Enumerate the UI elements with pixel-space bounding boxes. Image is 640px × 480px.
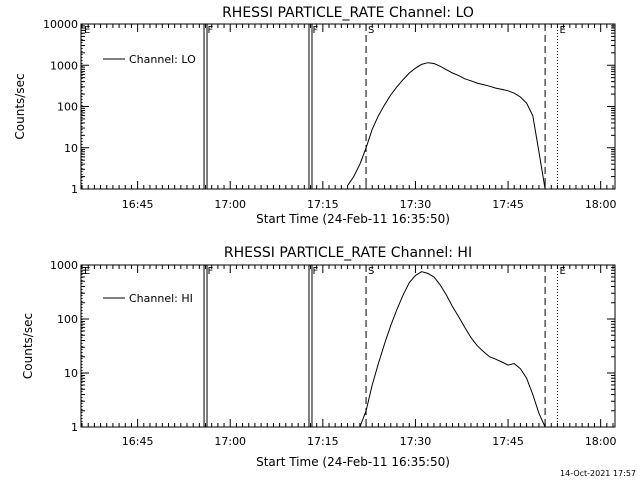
y-axis-label: Counts/sec	[13, 73, 27, 139]
x-tick-label: 17:45	[492, 198, 524, 211]
x-tick-label: 17:30	[400, 198, 432, 211]
marker-label: F	[312, 25, 318, 36]
x-tick-label: 17:15	[307, 435, 339, 448]
marker-label: E	[559, 266, 565, 277]
marker-label: E	[84, 266, 90, 277]
y-axis-label: Counts/sec	[21, 313, 35, 379]
x-tick-label: 17:45	[492, 435, 524, 448]
lo-channel-panel: RHESSI PARTICLE_RATE Channel: LO 1 10 100 10…	[13, 5, 617, 226]
x-tick-label: 17:00	[214, 198, 246, 211]
marker-label: E	[84, 25, 90, 36]
marker-label: E	[559, 25, 565, 36]
y-tick-label: 1000	[50, 59, 78, 72]
series-line	[359, 271, 546, 428]
marker-label: F	[208, 266, 214, 277]
hi-channel-panel: RHESSI PARTICLE_RATE Channel: HI 1 10 100 10…	[21, 245, 617, 469]
chart-title: RHESSI PARTICLE_RATE Channel: LO	[222, 5, 474, 21]
marker-label: S	[368, 266, 374, 277]
y-tick-label: 10000	[43, 18, 78, 31]
plot-frame	[80, 264, 616, 428]
x-tick-label: 17:00	[214, 435, 246, 448]
footer-timestamp: 14-Oct-2021 17:57	[560, 469, 636, 478]
y-tick-label: 1	[71, 183, 78, 196]
x-tick-label: 18:00	[585, 198, 617, 211]
x-tick-label: 17:30	[400, 435, 432, 448]
marker-label: F	[208, 25, 214, 36]
marker-label: S	[368, 25, 374, 36]
plot-frame	[80, 23, 616, 190]
chart-title: RHESSI PARTICLE_RATE Channel: HI	[224, 245, 472, 261]
legend-label: Channel: LO	[129, 53, 196, 66]
y-tick-label: 10	[64, 367, 78, 380]
x-tick-label: 17:15	[307, 198, 339, 211]
x-axis-label: Start Time (24-Feb-11 16:35:50)	[256, 212, 450, 226]
y-tick-label: 10	[64, 142, 78, 155]
x-tick-label: 18:00	[585, 435, 617, 448]
y-tick-label: 100	[57, 101, 78, 114]
x-tick-label: 16:45	[122, 435, 154, 448]
x-axis-label: Start Time (24-Feb-11 16:35:50)	[256, 455, 450, 469]
y-tick-label: 100	[57, 313, 78, 326]
marker-label: F	[312, 266, 318, 277]
legend-label: Channel: HI	[129, 292, 193, 305]
y-tick-label: 1	[71, 421, 78, 434]
x-tick-label: 16:45	[122, 198, 154, 211]
series-line	[347, 62, 546, 190]
y-tick-label: 1000	[50, 259, 78, 272]
